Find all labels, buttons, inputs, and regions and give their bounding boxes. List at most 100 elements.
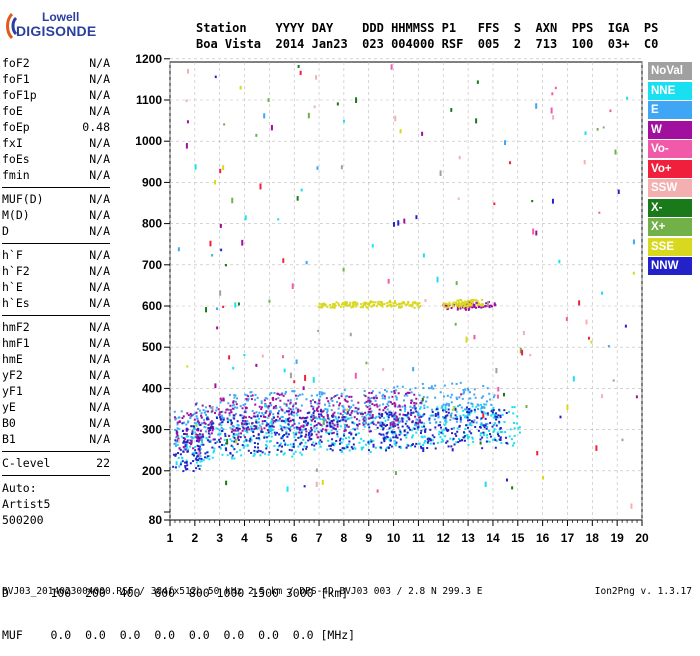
echo-point <box>488 429 491 432</box>
echo-point <box>217 433 220 436</box>
echo-point <box>441 405 444 408</box>
echo-point <box>264 416 267 419</box>
distance-row: D 100 200 400 600 800 1000 1500 3000 [km… <box>2 586 349 600</box>
noise-point <box>451 448 454 452</box>
echo-point <box>340 441 343 444</box>
echo-point <box>352 427 355 430</box>
echo-point <box>414 301 417 304</box>
parameter-label: B0 <box>2 416 16 430</box>
echo-point <box>342 406 345 409</box>
echo-point <box>469 302 472 305</box>
echo-point <box>373 397 376 400</box>
echo-point <box>511 406 514 409</box>
echo-point <box>487 413 490 416</box>
echo-point <box>296 414 299 417</box>
echo-point <box>219 447 222 450</box>
echo-point <box>335 301 338 304</box>
noise-point <box>270 124 273 131</box>
echo-point <box>318 417 321 420</box>
echo-point <box>330 409 333 412</box>
echo-point <box>480 396 483 399</box>
echo-point <box>373 404 376 407</box>
echo-point <box>442 403 445 406</box>
echo-point <box>299 451 302 454</box>
echo-point <box>489 304 492 307</box>
echo-point <box>500 442 503 445</box>
echo-point <box>513 442 516 445</box>
echo-point <box>460 304 463 307</box>
echo-point <box>298 428 301 431</box>
muf-row: MUF 0.0 0.0 0.0 0.0 0.0 0.0 0.0 0.0 [MHz… <box>2 628 356 642</box>
noise-point <box>186 120 189 124</box>
echo-point <box>280 419 283 422</box>
echo-point <box>235 451 238 454</box>
echo-point <box>470 299 473 302</box>
noise-point <box>267 98 270 103</box>
echo-point <box>370 305 373 308</box>
echo-point <box>427 387 430 390</box>
echo-point <box>356 427 359 430</box>
noise-point <box>232 366 235 370</box>
echo-point <box>421 382 424 385</box>
echo-point <box>377 300 380 303</box>
echo-point <box>184 433 187 436</box>
echo-point <box>220 399 223 402</box>
echo-point <box>187 448 190 451</box>
echo-point <box>289 419 292 422</box>
echo-point <box>227 402 230 405</box>
echo-point <box>429 439 432 442</box>
echo-point <box>323 392 326 395</box>
echo-point <box>185 468 188 471</box>
echo-point <box>203 421 206 424</box>
echo-point <box>431 439 434 442</box>
echo-point <box>409 428 412 431</box>
echo-point <box>290 412 293 415</box>
echo-point <box>440 431 443 434</box>
echo-point <box>248 422 251 425</box>
echo-point <box>333 424 336 427</box>
echo-point <box>385 449 388 452</box>
noise-point <box>387 278 390 284</box>
noise-point <box>315 468 318 472</box>
echo-point <box>247 426 250 429</box>
echo-point <box>350 411 353 414</box>
echo-point <box>481 298 484 301</box>
echo-point <box>353 428 356 431</box>
noise-point <box>241 239 244 246</box>
echo-point <box>501 413 504 416</box>
echo-point <box>336 430 339 433</box>
echo-point <box>219 397 222 400</box>
echo-point <box>396 419 399 422</box>
echo-point <box>180 410 183 413</box>
echo-point <box>393 304 396 307</box>
echo-point <box>222 397 225 400</box>
echo-point <box>335 439 338 442</box>
echo-point <box>189 445 192 448</box>
echo-point <box>350 399 353 402</box>
echo-point <box>294 402 297 405</box>
echo-point <box>282 394 285 397</box>
echo-point <box>410 445 413 448</box>
echo-point <box>186 464 189 467</box>
echo-point <box>242 426 245 429</box>
echo-point <box>377 421 380 424</box>
echo-point <box>181 417 184 420</box>
echo-point <box>336 425 339 428</box>
echo-point <box>306 422 309 425</box>
echo-point <box>415 421 418 424</box>
echo-point <box>275 431 278 434</box>
echo-point <box>253 449 256 452</box>
echo-point <box>200 412 203 415</box>
parameter-row: foF1p N/A <box>2 88 110 104</box>
echo-point <box>317 413 320 416</box>
echo-point <box>412 427 415 430</box>
echo-point <box>231 407 234 410</box>
echo-point <box>326 306 329 309</box>
echo-point <box>268 410 271 413</box>
echo-point <box>450 445 453 448</box>
echo-point <box>406 394 409 397</box>
echo-point <box>299 409 302 412</box>
echo-point <box>281 409 284 412</box>
echo-point <box>232 425 235 428</box>
echo-point <box>228 414 231 417</box>
